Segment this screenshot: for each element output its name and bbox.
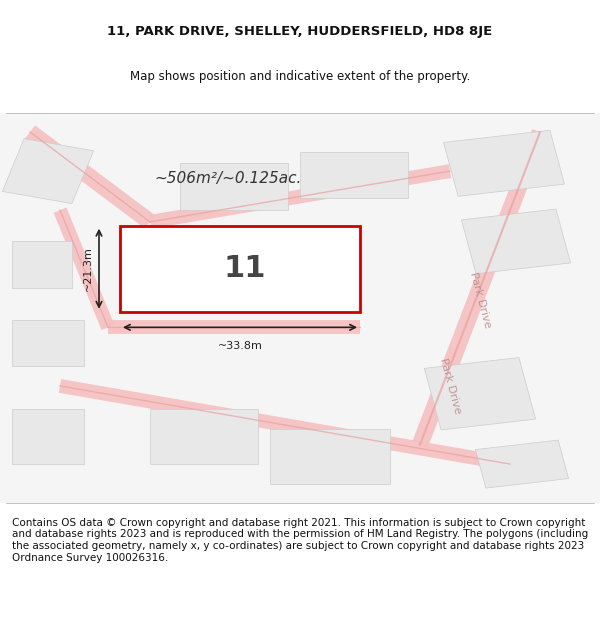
Text: 11, PARK DRIVE, SHELLEY, HUDDERSFIELD, HD8 8JE: 11, PARK DRIVE, SHELLEY, HUDDERSFIELD, H… xyxy=(107,25,493,38)
Text: 11: 11 xyxy=(224,254,266,283)
Bar xyxy=(443,130,565,196)
Text: Park Drive: Park Drive xyxy=(468,271,492,329)
Bar xyxy=(12,241,72,288)
Bar xyxy=(424,357,536,430)
Bar xyxy=(475,440,569,488)
Bar xyxy=(180,163,288,210)
Bar xyxy=(461,209,571,274)
Text: ~33.8m: ~33.8m xyxy=(218,341,262,351)
Text: Map shows position and indicative extent of the property.: Map shows position and indicative extent… xyxy=(130,70,470,83)
Bar xyxy=(12,409,84,464)
Text: Contains OS data © Crown copyright and database right 2021. This information is : Contains OS data © Crown copyright and d… xyxy=(12,518,588,562)
Bar xyxy=(300,151,408,199)
Bar xyxy=(270,429,390,484)
Text: ~506m²/~0.125ac.: ~506m²/~0.125ac. xyxy=(154,171,302,186)
Bar xyxy=(2,139,94,204)
Text: Park Drive: Park Drive xyxy=(438,357,462,415)
Bar xyxy=(12,319,84,366)
Bar xyxy=(150,409,258,464)
Text: ~21.3m: ~21.3m xyxy=(83,246,93,291)
Bar xyxy=(120,226,360,312)
